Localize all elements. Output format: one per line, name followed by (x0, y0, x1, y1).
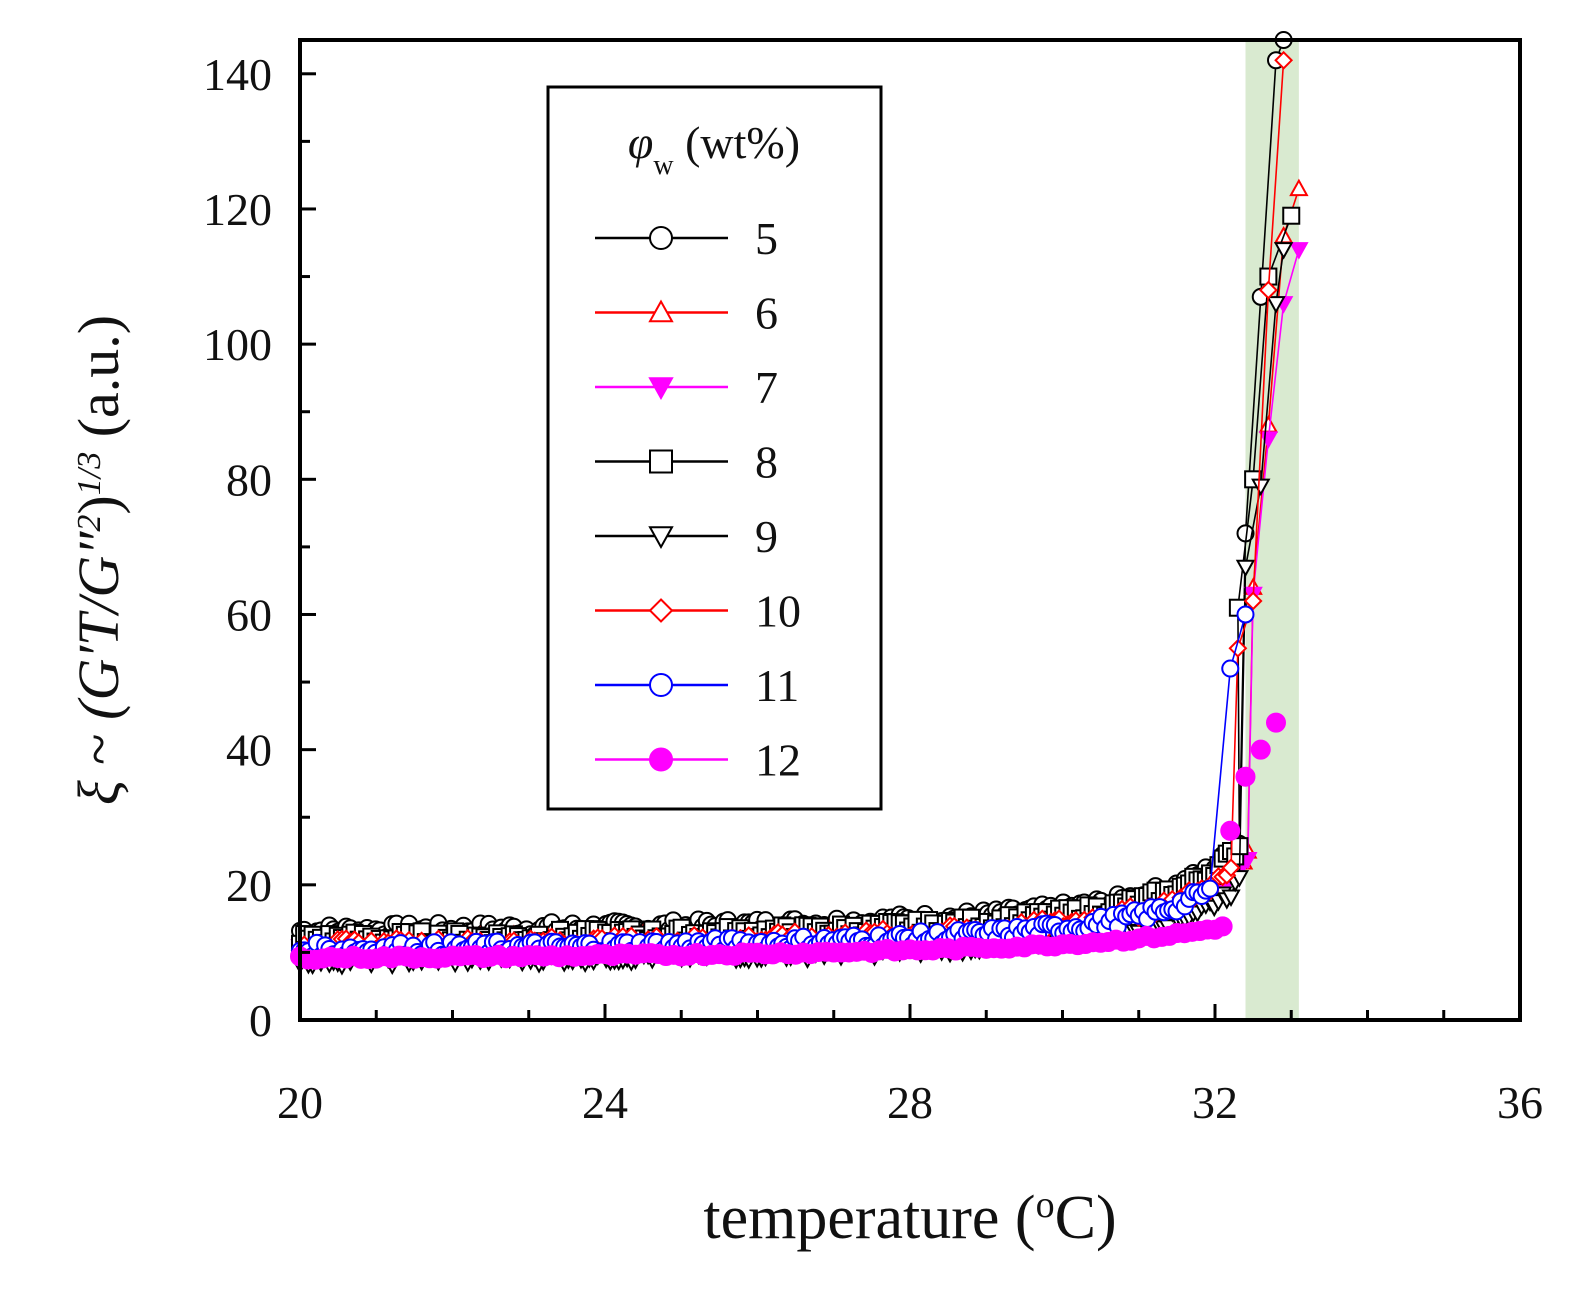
legend-marker (648, 299, 674, 323)
legend-entry-11: 11 (595, 660, 799, 711)
y-tick-label: 20 (226, 860, 272, 911)
y-axis-title: ξ ~ (G′T/G″2)1/3 (a.u.) (66, 315, 131, 805)
legend-label: 11 (755, 660, 799, 711)
data-point (1282, 206, 1301, 225)
data-point (1236, 605, 1255, 624)
y-tick-label: 140 (203, 49, 272, 100)
legend-marker (649, 747, 673, 772)
y-tick-label: 60 (226, 589, 272, 640)
legend-title-symbol: φ (628, 117, 653, 168)
x-axis-title: temperature (oC) (703, 1184, 1116, 1252)
y-tick-label: 0 (249, 995, 272, 1046)
legend-entry-7: 7 (595, 362, 778, 413)
legend-marker (649, 673, 673, 697)
x-tick-label: 28 (887, 1077, 933, 1128)
y-axis-title-close: ) (66, 495, 131, 514)
data-point (1289, 242, 1309, 260)
y-axis-title-main: ~ (G′T/G″ (66, 531, 131, 781)
data-point (1258, 280, 1278, 300)
x-tick-label: 24 (582, 1077, 628, 1128)
legend-label: 12 (755, 735, 801, 786)
legend-title: φw (wt%) (628, 117, 800, 181)
x-tick-label: 20 (277, 1077, 323, 1128)
data-point (1266, 712, 1286, 733)
data-point (1221, 889, 1241, 907)
x-tick-label: 32 (1192, 1077, 1238, 1128)
data-point (1235, 559, 1256, 578)
legend-label: 8 (755, 437, 778, 488)
y-tick-label: 40 (226, 725, 272, 776)
legend-entry-12: 12 (595, 735, 801, 786)
y-tick-label: 80 (226, 454, 272, 505)
x-axis-title-suffix: C) (1055, 1184, 1117, 1252)
data-point (1266, 296, 1286, 314)
x-axis-title-degree: o (1036, 1184, 1055, 1226)
data-point (1289, 178, 1309, 197)
data-point (1243, 591, 1263, 611)
y-axis-title-square: 2 (71, 515, 108, 532)
legend-marker (648, 377, 674, 401)
data-point (1274, 50, 1294, 70)
y-axis-title-exponent: 1/3 (71, 452, 108, 495)
legend-marker (649, 226, 673, 250)
data-point (1251, 478, 1271, 497)
legend-entries: 5 6 7 8 9 10 11 12 (595, 213, 801, 786)
legend-label: 10 (755, 586, 801, 637)
data-point (1235, 766, 1256, 787)
data-point (1221, 659, 1240, 678)
y-axis-title-symbol: ξ (66, 780, 131, 805)
legend-box (546, 85, 883, 811)
legend-label: 9 (755, 511, 778, 562)
y-tick-label: 120 (203, 184, 272, 235)
data-point (1212, 916, 1233, 937)
x-axis-title-prefix: temperature ( (703, 1184, 1035, 1252)
legend-entry-8: 8 (595, 437, 778, 488)
legend: φw (wt%) 5 6 7 8 9 10 11 12 (546, 85, 883, 811)
data-point (1273, 242, 1294, 260)
legend-entry-9: 9 (595, 511, 778, 562)
data-point (1220, 820, 1241, 841)
data-point (1221, 858, 1241, 878)
legend-label: 5 (755, 213, 778, 264)
legend-label: 6 (755, 288, 778, 339)
data-point (1228, 638, 1248, 658)
legend-label: 7 (755, 362, 778, 413)
legend-entry-6: 6 (595, 288, 778, 339)
legend-marker (648, 526, 674, 550)
legend-entry-10: 10 (595, 586, 801, 637)
legend-title-subscript: w (653, 150, 674, 181)
legend-marker (649, 449, 673, 474)
data-point (1201, 879, 1220, 898)
series-layer (290, 31, 1309, 976)
legend-title-suffix: (wt%) (674, 117, 800, 168)
legend-entry-5: 5 (595, 213, 778, 264)
x-tick-label: 36 (1497, 1077, 1543, 1128)
y-tick-label: 100 (203, 319, 272, 370)
series-12 (290, 712, 1286, 970)
legend-marker (648, 598, 674, 623)
plot-frame (298, 38, 1522, 1022)
y-axis-title-unit: (a.u.) (66, 315, 131, 452)
data-point (1250, 739, 1271, 760)
